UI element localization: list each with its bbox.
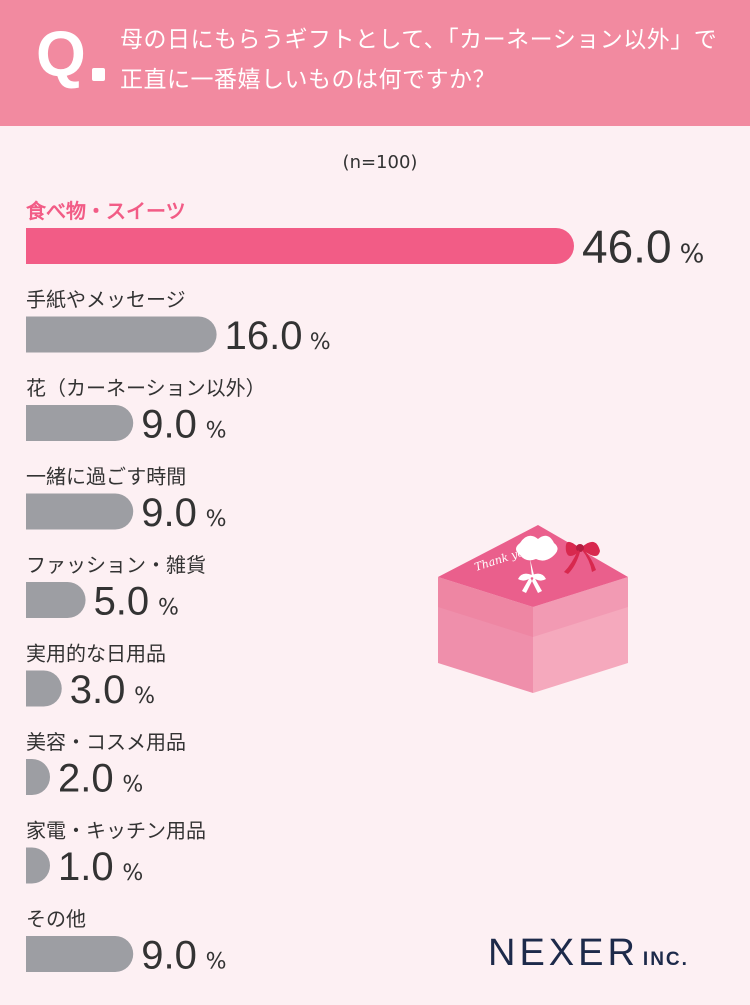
bar <box>26 936 134 972</box>
percent-unit: % <box>122 772 143 797</box>
percent-unit: % <box>206 949 227 974</box>
category-label: 家電・キッチン用品 <box>26 819 206 843</box>
gift-box-illustration: Thank you! <box>438 525 628 693</box>
value-label: 9.0 <box>141 402 197 446</box>
question-text: 母の日にもらうギフトとして、「カーネーション以外」で正直に一番嬉しいものは何です… <box>120 27 718 93</box>
sample-size: (n=100) <box>342 152 418 173</box>
bar <box>26 670 62 707</box>
value-label: 9.0 <box>141 491 197 535</box>
question-mark-letter: Q <box>36 18 86 90</box>
bar <box>26 316 217 353</box>
percent-unit: % <box>134 684 155 709</box>
bar <box>26 228 574 264</box>
percent-unit: % <box>680 240 705 270</box>
bar <box>26 759 50 795</box>
bar <box>26 847 50 884</box>
logo-main-text: NEXER <box>488 932 639 974</box>
value-label: 1.0 <box>58 845 114 889</box>
percent-unit: % <box>158 595 179 620</box>
logo-sub-text: INC. <box>642 949 689 970</box>
bar <box>26 493 134 530</box>
category-label: 手紙やメッセージ <box>26 288 186 312</box>
bar <box>26 405 134 441</box>
question-mark-dot <box>92 68 105 81</box>
category-label: ファッション・雑貨 <box>26 553 206 577</box>
nexer-logo: NEXER INC. <box>488 932 689 975</box>
category-label: 花（カーネーション以外） <box>26 376 266 400</box>
value-label: 16.0 <box>225 314 303 358</box>
category-label: 食べ物・スイーツ <box>26 199 186 223</box>
value-label: 9.0 <box>141 933 197 977</box>
percent-unit: % <box>206 507 227 532</box>
percent-unit: % <box>122 861 143 886</box>
percent-unit: % <box>206 418 227 443</box>
bar <box>26 582 86 618</box>
value-label: 5.0 <box>94 579 150 623</box>
percent-unit: % <box>310 330 331 355</box>
value-label: 46.0 <box>582 221 672 273</box>
question-banner: Q 母の日にもらうギフトとして、「カーネーション以外」で正直に一番嬉しいものは何… <box>0 0 750 126</box>
category-label: 実用的な日用品 <box>26 642 166 666</box>
value-label: 2.0 <box>58 756 114 800</box>
category-label: 一緒に過ごす時間 <box>26 465 186 489</box>
value-label: 3.0 <box>70 668 126 712</box>
category-label: 美容・コスメ用品 <box>26 730 186 754</box>
category-label: その他 <box>26 907 86 931</box>
